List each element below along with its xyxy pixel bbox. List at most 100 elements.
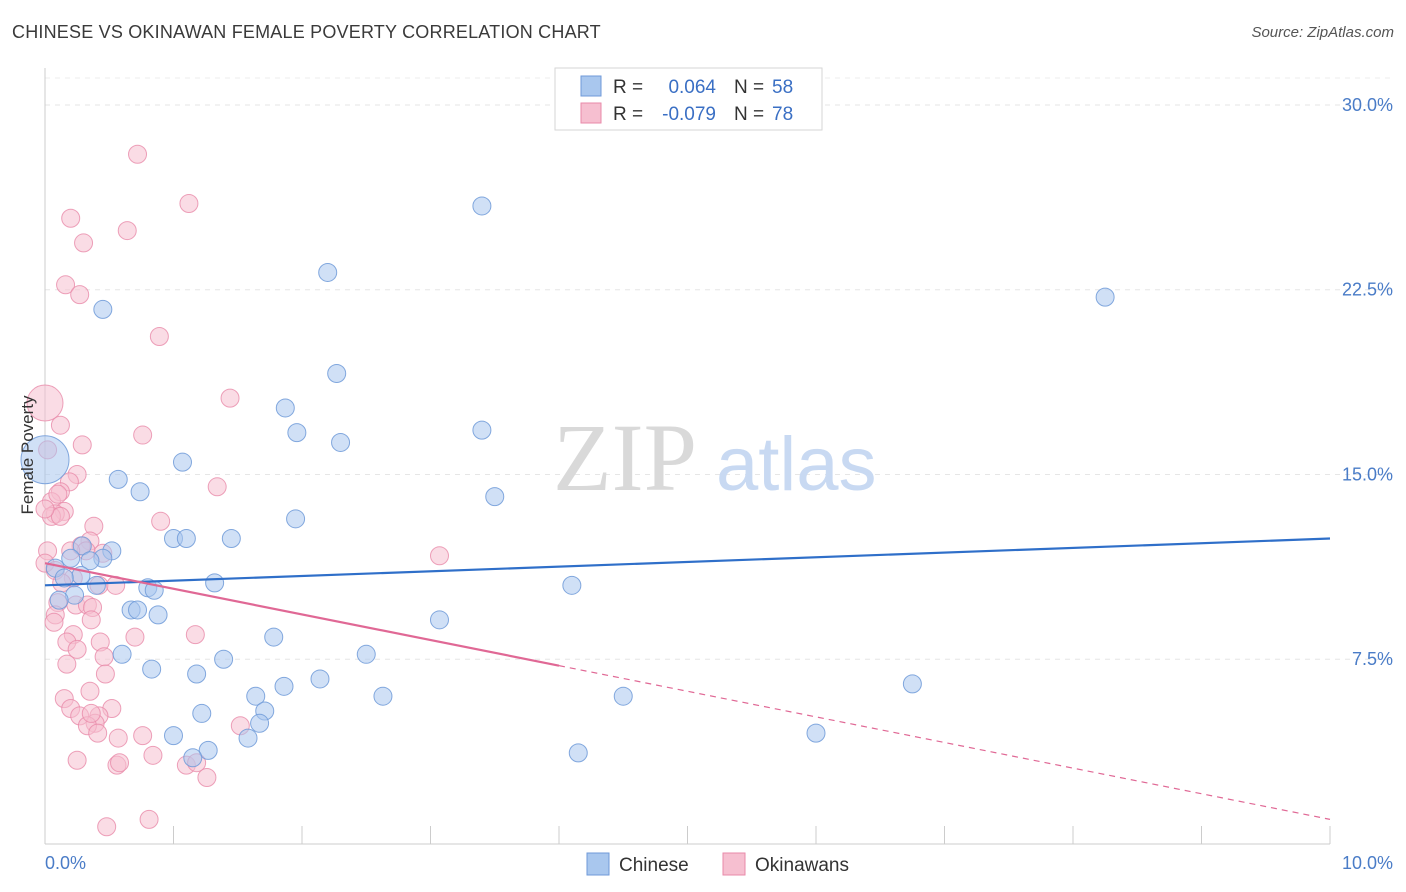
legend-r-label-chinese: R = (613, 77, 643, 98)
okinawan-point (185, 625, 205, 645)
x-tick-label-min: 0.0% (45, 853, 86, 873)
chinese-point (275, 398, 295, 418)
chinese-point (287, 423, 307, 443)
okinawan-point (80, 681, 100, 701)
okinawan-point (26, 384, 64, 422)
okinawan-point (44, 612, 64, 632)
chinese-point (356, 644, 376, 664)
chinese-point (238, 728, 258, 748)
okinawan-point (74, 233, 94, 253)
okinawan-point (48, 484, 68, 504)
okinawan-point (50, 506, 70, 526)
y-tick-label-1: 15.0% (1342, 464, 1393, 484)
legend-swatch-okinawan (580, 102, 602, 124)
chinese-point (613, 686, 633, 706)
okinawan-point (139, 809, 159, 829)
chinese-point (472, 196, 492, 216)
okinawan-point (117, 221, 137, 241)
chinese-point (485, 487, 505, 507)
x-tick-labels: 0.0% 10.0% (45, 853, 1393, 873)
okinawan-point (97, 817, 117, 837)
okinawan-point (125, 627, 145, 647)
chinese-point (93, 299, 113, 319)
watermark: ZIP atlas (553, 404, 877, 511)
chinese-point (472, 420, 492, 440)
chinese-point (183, 748, 203, 768)
chinese-point (187, 664, 207, 684)
chinese-trend-line (44, 537, 1331, 587)
chinese-point (250, 713, 270, 733)
chinese-point (331, 432, 351, 452)
okinawan-point (70, 285, 90, 305)
okinawan-point (133, 425, 153, 445)
y-tick-labels: 7.5% 15.0% 22.5% 30.0% (1342, 95, 1393, 669)
chinese-point (806, 723, 826, 743)
okinawan-points (26, 144, 449, 837)
legend-r-value-chinese: 0.064 (668, 77, 716, 98)
series-legend: Chinese Okinawans (586, 852, 849, 876)
okinawan-point (88, 723, 108, 743)
watermark-zip: ZIP (553, 404, 697, 511)
x-tick-label-max: 10.0% (1342, 853, 1393, 873)
legend-n-value-chinese: 58 (772, 77, 793, 98)
okinawan-point (50, 415, 70, 435)
okinawan-trend-line (44, 562, 560, 667)
y-tick-label-3: 30.0% (1342, 95, 1393, 115)
okinawan-point (95, 664, 115, 684)
okinawan-point (149, 327, 169, 347)
chinese-point (902, 674, 922, 694)
chinese-point (128, 600, 148, 620)
okinawan-point (429, 546, 449, 566)
source-label: Source: ZipAtlas.com (1251, 24, 1394, 41)
chinese-point (198, 740, 218, 760)
chinese-point (130, 482, 150, 502)
legend-n-label-okinawan: N = (734, 104, 764, 125)
chinese-point (108, 469, 128, 489)
chinese-point (568, 743, 588, 763)
okinawan-point (151, 511, 171, 531)
chinese-points (20, 196, 1115, 768)
watermark-atlas: atlas (716, 422, 877, 507)
chinese-point (264, 627, 284, 647)
series-swatch-chinese (586, 852, 610, 876)
okinawan-point (94, 647, 114, 667)
chinese-point (318, 262, 338, 282)
legend-r-label-okinawan: R = (613, 104, 643, 125)
chinese-point (49, 590, 69, 610)
okinawan-point (220, 388, 240, 408)
chinese-point (221, 529, 241, 549)
chinese-point (310, 669, 330, 689)
chinese-point (274, 676, 294, 696)
legend-n-value-okinawan: 78 (772, 104, 793, 125)
series-swatch-okinawan (722, 852, 746, 876)
okinawan-point (81, 703, 101, 723)
okinawan-point (67, 750, 87, 770)
chinese-point (142, 659, 162, 679)
okinawan-point (57, 654, 77, 674)
okinawan-point (108, 728, 128, 748)
chinese-point (72, 536, 92, 556)
series-label-okinawan: Okinawans (755, 855, 849, 876)
chinese-point (164, 726, 183, 746)
chinese-point (172, 452, 192, 472)
correlation-legend: R = 0.064 N = 58 R = -0.079 N = 78 (554, 67, 823, 131)
chinese-point (80, 551, 100, 571)
chinese-point (214, 649, 234, 669)
chinese-point (61, 548, 81, 568)
okinawan-point (35, 499, 55, 519)
chinese-point (20, 435, 70, 485)
okinawan-point (67, 639, 87, 659)
legend-n-label-chinese: N = (734, 77, 764, 98)
okinawan-point (179, 193, 199, 213)
chinese-point (192, 703, 212, 723)
chinese-point (86, 575, 106, 595)
okinawan-trend-extension (558, 665, 1331, 820)
chinese-point (286, 509, 306, 529)
chinese-point (148, 605, 168, 625)
gridlines (45, 77, 1394, 660)
chinese-point (205, 573, 225, 593)
chinese-point (327, 363, 347, 383)
legend-swatch-chinese (580, 75, 602, 97)
okinawan-point (81, 610, 101, 630)
